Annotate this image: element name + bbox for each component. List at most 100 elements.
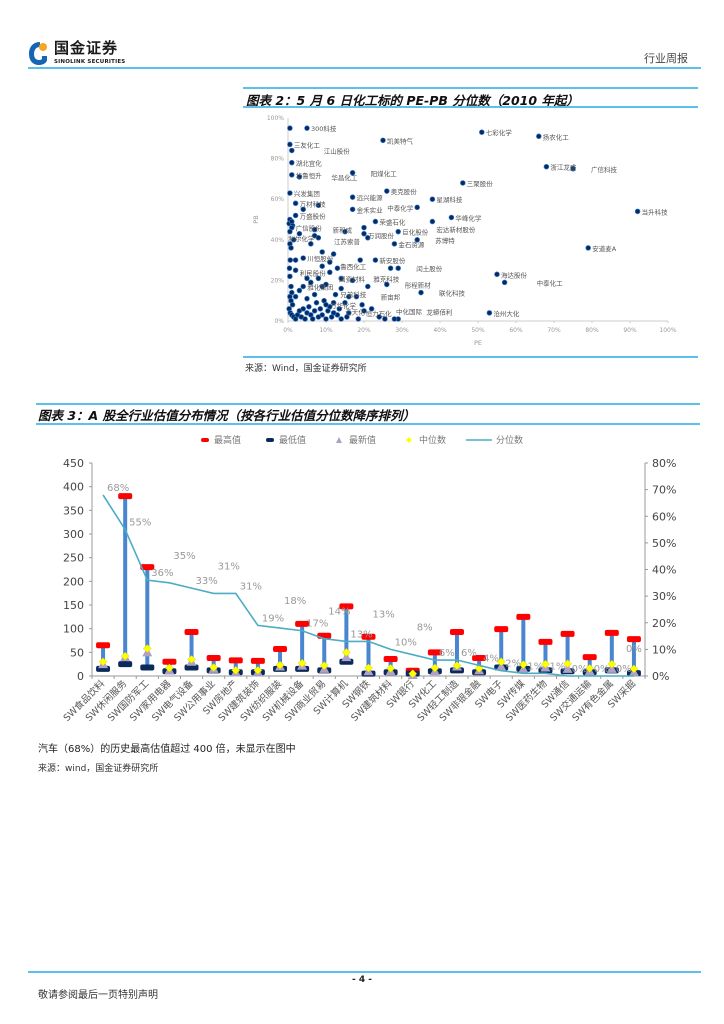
percentile-data-label: 13% <box>373 609 395 620</box>
header-divider <box>28 67 701 69</box>
legend-label: 最低值 <box>279 434 306 446</box>
scatter-point-label: 中泰化工 <box>537 278 564 287</box>
median-marker <box>209 663 219 672</box>
range-bar <box>300 623 305 669</box>
scatter-point-label: 万盛股份 <box>300 211 327 220</box>
median-marker <box>342 647 351 657</box>
max-marker <box>162 658 177 665</box>
scatter-point <box>289 302 296 308</box>
scatter-point-label: 扬农化工 <box>543 132 570 141</box>
percentile-data-label: 14% <box>328 607 350 618</box>
figure2-source: 来源：Wind，国金证券研究所 <box>245 364 367 374</box>
max-marker <box>228 657 243 664</box>
median-marker <box>98 657 108 667</box>
percentile-data-label: 6% <box>461 648 477 659</box>
median-marker <box>386 664 395 673</box>
scatter-point <box>296 230 303 237</box>
right-tick-label: 40% <box>652 564 676 577</box>
median-marker <box>297 658 307 668</box>
figure3-top-rule <box>36 403 700 405</box>
footer-divider <box>28 971 701 973</box>
scatter-point <box>292 293 299 300</box>
scatter-point-label: 安道麦A <box>592 244 617 253</box>
percentile-data-label: 1% <box>549 661 565 672</box>
scatter-point <box>290 237 297 243</box>
scatter-point <box>395 265 401 271</box>
range-bar <box>101 645 106 669</box>
max-marker <box>626 636 641 643</box>
scatter-point-label: 川恒股份 <box>307 254 334 263</box>
scatter-point <box>315 275 322 282</box>
scatter-point <box>357 257 363 263</box>
latest-marker <box>562 663 573 673</box>
max-marker <box>560 630 575 637</box>
scatter-point-label: 湖北宜化 <box>296 159 323 168</box>
legend-label: 分位数 <box>496 434 523 446</box>
scatter-point-label: 新和成 <box>333 226 353 235</box>
scatter-point-label: 宏达新材股份 <box>436 225 476 234</box>
scatter-point-label: 浙江龙盛 <box>550 163 577 172</box>
scatter-point-label: 中泰化学 <box>387 203 414 212</box>
scatter-point <box>418 289 424 296</box>
figure3-source: 来源：wind，国金证券研究所 <box>38 764 159 774</box>
scatter-point <box>353 293 360 300</box>
right-tick-label: 20% <box>652 617 676 630</box>
x-tick-label: 0% <box>283 327 293 334</box>
figure2-bottom-rule <box>243 106 698 108</box>
max-marker <box>494 626 509 633</box>
x-axis-title: PE <box>474 339 482 347</box>
scatter-point-label: 利民股份 <box>300 268 327 277</box>
median-marker <box>496 657 506 667</box>
scatter-point <box>300 283 306 290</box>
scatter-point <box>355 316 362 322</box>
max-marker <box>317 632 332 639</box>
scatter-point <box>323 316 329 322</box>
scatter-point-label: 300科技 <box>311 124 337 133</box>
page-number: - 4 - <box>352 975 372 985</box>
left-tick-label: 250 <box>63 552 84 565</box>
scatter-point-label: 万润股份 <box>368 231 395 240</box>
scatter-point-label: 华鲁恒升 <box>296 171 323 180</box>
scatter-point <box>289 172 295 178</box>
scatter-point <box>368 306 375 312</box>
scatter-point <box>319 283 325 290</box>
scatter-point-label: 兄弟科技 <box>340 290 367 299</box>
left-tick-label: 200 <box>63 575 84 588</box>
median-marker <box>231 665 241 675</box>
scatter-point <box>287 125 293 131</box>
legend-median-swatch <box>406 437 412 443</box>
scatter-point <box>315 202 322 209</box>
range-bar <box>322 635 327 671</box>
scatter-point <box>501 279 508 286</box>
scatter-point <box>288 283 294 290</box>
scatter-point-label: 星湖科技 <box>436 195 463 204</box>
percentile-data-label: 31% <box>218 561 240 572</box>
scatter-point-label: 阳煤化工 <box>371 169 398 178</box>
scatter-point <box>334 265 341 271</box>
scatter-point-label: 华峰化学 <box>455 213 482 222</box>
legend-label: 中位数 <box>419 434 446 446</box>
scatter-point <box>338 275 344 282</box>
scatter-point <box>287 257 294 263</box>
legend-min-swatch <box>266 438 274 442</box>
median-marker <box>452 661 462 670</box>
scatter-point <box>338 285 344 292</box>
median-marker <box>518 660 528 669</box>
scatter-point <box>288 245 294 251</box>
scatter-point-label: 新宙邦 <box>381 293 401 302</box>
percentile-data-label: 0% <box>626 644 642 655</box>
scatter-point <box>311 291 318 298</box>
scatter-point-label: 江苏索普 <box>334 237 361 246</box>
y-tick-label: 100% <box>267 115 284 122</box>
scatter-point <box>414 204 420 211</box>
logo-mark-icon <box>29 42 47 65</box>
scatter-point <box>429 218 436 225</box>
y-tick-label: 80% <box>271 156 285 163</box>
scatter-point <box>365 235 371 241</box>
max-marker <box>361 633 376 640</box>
median-marker <box>165 663 174 673</box>
median-marker <box>408 669 418 678</box>
median-marker <box>120 651 130 661</box>
scatter-point-label: 金禾实业 <box>357 205 384 214</box>
scatter-point-label: 新安股份 <box>379 256 406 265</box>
